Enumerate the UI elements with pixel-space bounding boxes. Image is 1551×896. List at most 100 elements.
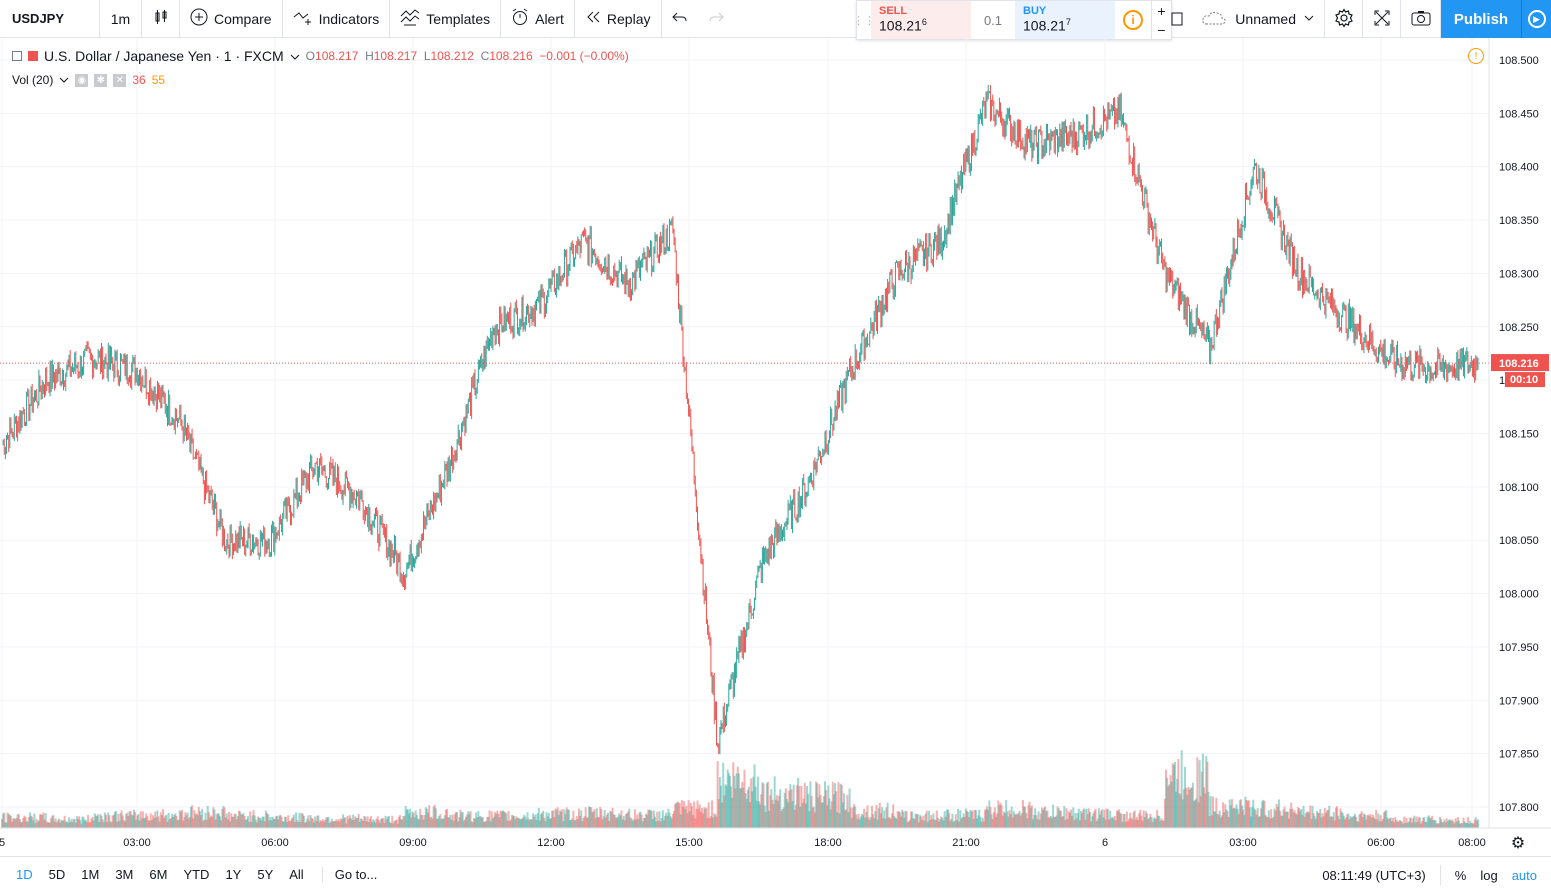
volume-bar (1350, 817, 1353, 828)
log-toggle[interactable]: log (1480, 867, 1498, 883)
volume-bar (863, 808, 866, 828)
chevron-down-icon[interactable] (290, 48, 300, 64)
volume-bar (138, 820, 141, 828)
price-chart[interactable]: 108.500 108.450 108.400 108.350 108.300 108.2… (0, 38, 1551, 856)
volume-bar (307, 815, 310, 828)
volume-bar (1307, 811, 1310, 828)
templates-label: Templates (426, 10, 491, 27)
settings-button[interactable] (1325, 0, 1363, 38)
volume-bar (1182, 789, 1185, 828)
compare-button[interactable]: Compare (180, 0, 283, 37)
chart-type-button[interactable] (142, 0, 180, 37)
volume-bar (1166, 777, 1169, 828)
volume-bar (884, 818, 887, 828)
volume-bar (80, 823, 83, 828)
volume-bar (226, 819, 229, 828)
volume-bar (957, 808, 960, 828)
volume-bar (919, 815, 922, 828)
volume-bar (1036, 819, 1039, 828)
undo-button[interactable] (662, 0, 698, 37)
gear-icon[interactable]: ✱ (94, 73, 108, 87)
volume-bar (750, 778, 753, 828)
percent-toggle[interactable]: % (1454, 867, 1467, 883)
replay-label: Replay (606, 10, 651, 27)
buy-button[interactable]: BUY 108.217 (1015, 1, 1115, 39)
eye-icon[interactable]: ◉ (75, 73, 89, 87)
volume-bar (1000, 805, 1003, 828)
snapshot-button[interactable] (1401, 0, 1441, 38)
volume-bar (1276, 806, 1279, 828)
quantity-stepper[interactable]: + − (1151, 1, 1171, 39)
symbol-search[interactable]: USDJPY (0, 0, 100, 37)
volume-bar (126, 812, 129, 828)
volume-bar (878, 802, 881, 828)
flag-icon[interactable] (28, 51, 38, 61)
volume-bar (702, 813, 705, 828)
indicators-button[interactable]: Indicators (283, 0, 391, 37)
chart-area[interactable]: 108.500 108.450 108.400 108.350 108.300 108.2… (0, 38, 1551, 856)
play-button[interactable]: ▶ (1521, 0, 1551, 38)
volume-bar (272, 818, 275, 828)
templates-button[interactable]: Templates (390, 0, 502, 37)
volume-bar (1125, 811, 1128, 828)
range-1y[interactable]: 1Y (225, 867, 242, 882)
plus-icon[interactable]: + (1157, 2, 1166, 19)
replay-button[interactable]: Replay (575, 0, 662, 37)
range-6m[interactable]: 6M (149, 867, 168, 882)
volume-bar (1065, 808, 1068, 828)
volume-bar (1097, 808, 1100, 828)
warning-icon[interactable]: ! (1468, 48, 1484, 64)
volume-bar (1288, 818, 1291, 828)
auto-toggle[interactable]: auto (1511, 867, 1537, 883)
volume-bar (853, 804, 856, 828)
series-title[interactable]: U.S. Dollar / Japanese Yen · 1 · FXCM (44, 48, 284, 64)
volume-bar (411, 811, 414, 828)
layout-menu[interactable]: Unnamed (1191, 0, 1325, 38)
volume-bar (129, 811, 132, 828)
range-ytd[interactable]: YTD (183, 867, 210, 882)
fullscreen-button[interactable] (1363, 0, 1401, 38)
fullscreen-box-icon[interactable] (1163, 0, 1191, 38)
range-5y[interactable]: 5Y (257, 867, 274, 882)
redo-button[interactable] (698, 0, 734, 37)
volume-bar (235, 819, 238, 828)
volume-bar (1253, 808, 1256, 828)
range-all[interactable]: All (289, 867, 304, 882)
interval-button[interactable]: 1m (100, 0, 142, 37)
clock[interactable]: 08:11:49 (UTC+3) (1322, 867, 1426, 883)
chevron-down-icon[interactable] (59, 73, 69, 87)
volume-bar (811, 807, 814, 828)
indicators-icon (293, 9, 313, 29)
volume-bar (901, 809, 904, 828)
volume-bar (638, 812, 641, 828)
volume-bar (1165, 769, 1168, 828)
volume-bar (746, 789, 749, 828)
collapse-legend-icon[interactable] (12, 51, 22, 61)
publish-button[interactable]: Publish (1441, 0, 1521, 38)
volume-title[interactable]: Vol (20) (12, 73, 54, 87)
volume-bar (1446, 821, 1449, 828)
volume-bar (295, 812, 298, 828)
trading-info-button[interactable]: i (1115, 1, 1151, 39)
range-3m[interactable]: 3M (115, 867, 134, 882)
volume-bar (979, 816, 982, 828)
close-icon[interactable]: ✕ (113, 73, 127, 87)
volume-bar (607, 812, 610, 828)
volume-bar (276, 815, 279, 828)
minus-icon[interactable]: − (1157, 21, 1166, 38)
alert-button[interactable]: Alert (501, 0, 575, 37)
volume-bar (178, 810, 181, 828)
drag-handle-icon[interactable]: ⋮⋮ (853, 14, 875, 27)
volume-bar (208, 817, 211, 828)
sell-button[interactable]: SELL 108.216 (871, 1, 971, 39)
volume-bar (612, 814, 615, 828)
range-5d[interactable]: 5D (48, 867, 66, 882)
volume-bar (936, 817, 939, 828)
volume-bar (361, 819, 364, 828)
volume-bar (885, 807, 888, 828)
volume-bar (829, 809, 832, 828)
goto-button[interactable]: Go to... (321, 867, 390, 882)
gear-icon[interactable]: ⚙ (1511, 835, 1525, 852)
range-1m[interactable]: 1M (81, 867, 100, 882)
range-1d[interactable]: 1D (16, 867, 33, 882)
